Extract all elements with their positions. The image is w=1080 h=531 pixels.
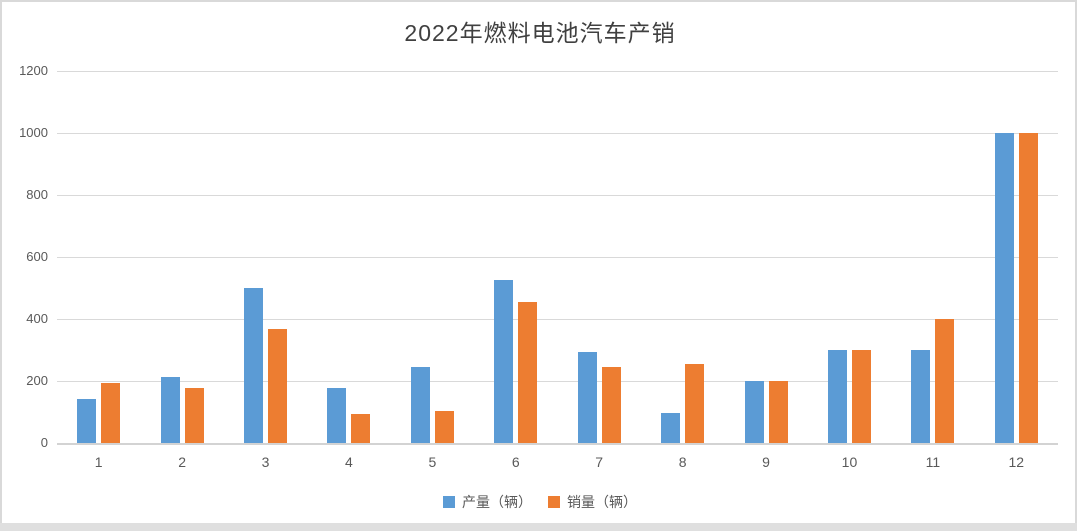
sales-legend-label: 销量（辆） [567, 494, 637, 510]
bar-sales-month-9 [768, 381, 788, 443]
x-axis-tick-label: 9 [762, 454, 770, 470]
bar-sales-month-7 [601, 367, 621, 443]
x-axis-line [57, 443, 1058, 445]
chart-title: 2022年燃料电池汽车产销 [404, 20, 676, 46]
legend-item-production: 产量（辆） [443, 492, 532, 512]
bar-sales-month-4 [351, 413, 371, 443]
bar-production-month-7 [577, 352, 597, 443]
x-axis-tick-label: 1 [94, 454, 103, 470]
bar-production-month-5 [410, 367, 430, 443]
legend: 产量（辆） 销量（辆） [0, 492, 1080, 512]
bar-sales-month-11 [935, 319, 955, 443]
y-axis-tick-label: 0 [40, 435, 48, 450]
bar-production-month-2 [160, 376, 180, 443]
x-axis-tick-label: 3 [261, 454, 270, 470]
bar-production-month-6 [494, 279, 514, 443]
x-axis-tick-label: 4 [345, 454, 353, 470]
x-axis-tick-label: 7 [595, 454, 604, 470]
bar-production-month-4 [327, 387, 347, 443]
gridline [57, 380, 1058, 382]
bar-sales-month-12 [1018, 133, 1038, 443]
bar-production-month-8 [661, 412, 681, 443]
x-axis-tick-label: 6 [511, 454, 520, 470]
sales-legend-swatch [548, 496, 560, 508]
x-axis-tick-label: 8 [678, 454, 687, 470]
bar-production-month-12 [994, 133, 1014, 443]
x-axis-tick-label: 11 [925, 454, 941, 470]
x-axis-tick-label: 12 [1008, 454, 1025, 470]
bar-sales-month-2 [184, 387, 204, 443]
bar-sales-month-10 [851, 350, 871, 443]
y-axis-tick-label: 200 [26, 373, 48, 388]
gridline [57, 132, 1058, 134]
bar-production-month-11 [911, 350, 931, 443]
y-axis-tick-label: 1000 [19, 125, 48, 140]
y-axis-tick-label: 600 [26, 249, 48, 264]
bar-sales-month-5 [434, 410, 454, 443]
production-legend-label: 产量（辆） [462, 494, 532, 510]
y-axis-tick-label: 800 [26, 187, 48, 202]
gridline [57, 70, 1058, 72]
bar-sales-month-3 [268, 329, 288, 443]
bar-production-month-9 [744, 381, 764, 443]
y-axis-tick-label: 1200 [19, 63, 48, 78]
legend-item-sales: 销量（辆） [548, 492, 637, 512]
gridline [57, 318, 1058, 320]
bar-production-month-1 [77, 398, 97, 443]
x-axis-tick-label: 10 [841, 454, 858, 470]
y-axis-tick-label: 400 [26, 311, 48, 326]
gridline [57, 194, 1058, 196]
x-axis-tick-label: 2 [178, 454, 187, 470]
bar-sales-month-1 [101, 383, 121, 443]
x-axis-tick-label: 5 [428, 454, 437, 470]
bar-production-month-3 [244, 288, 264, 443]
bar-production-month-10 [827, 350, 847, 443]
bottom-edge-strip [0, 523, 1077, 531]
production-legend-swatch [443, 496, 455, 508]
bar-sales-month-6 [518, 301, 538, 443]
gridline [57, 256, 1058, 258]
bar-sales-month-8 [685, 363, 705, 443]
